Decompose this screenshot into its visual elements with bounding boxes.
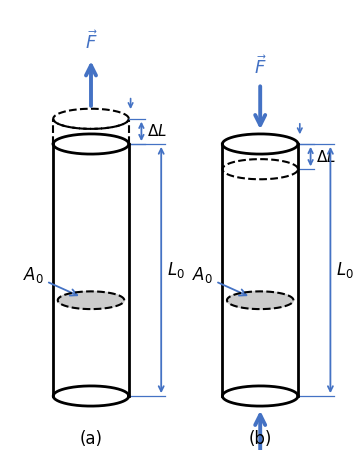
Text: $\Delta L$: $\Delta L$ xyxy=(147,123,167,140)
Polygon shape xyxy=(58,291,124,309)
Text: $A_0$: $A_0$ xyxy=(192,266,247,296)
Text: (b): (b) xyxy=(248,430,272,448)
Polygon shape xyxy=(227,291,294,309)
Text: $\vec{F}$: $\vec{F}$ xyxy=(254,55,266,78)
Text: $A_0$: $A_0$ xyxy=(22,266,77,296)
Text: (a): (a) xyxy=(80,430,102,448)
Text: $\vec{F}$: $\vec{F}$ xyxy=(85,30,97,53)
Text: $L_0$: $L_0$ xyxy=(167,260,185,280)
Text: $\Delta L$: $\Delta L$ xyxy=(316,148,336,165)
Text: $L_0$: $L_0$ xyxy=(336,260,354,280)
